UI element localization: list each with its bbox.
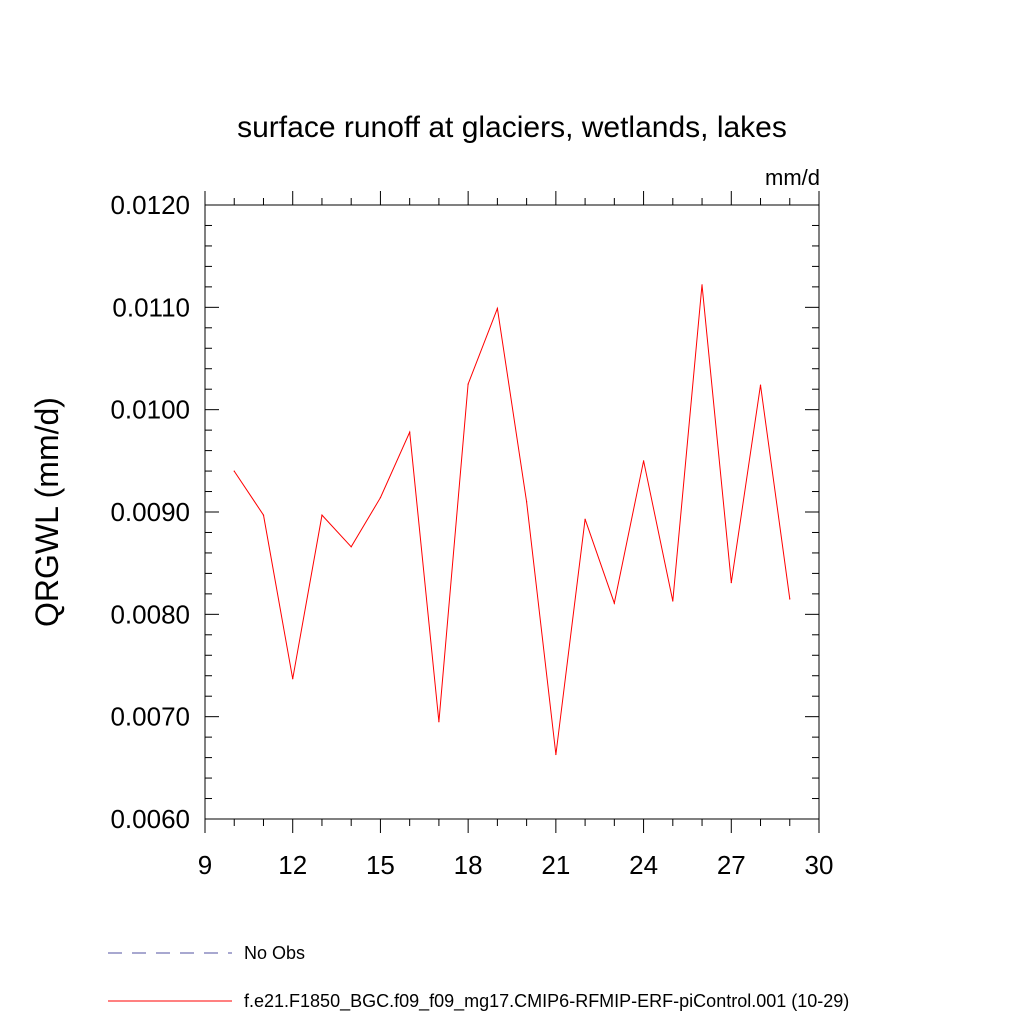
data-point xyxy=(467,383,469,385)
chart-title: surface runoff at glaciers, wetlands, la… xyxy=(237,111,787,144)
data-point xyxy=(613,602,615,604)
data-point xyxy=(496,307,498,309)
x-tick-label: 27 xyxy=(717,850,746,880)
data-point xyxy=(321,514,323,516)
x-tick-label: 24 xyxy=(629,850,658,880)
data-point xyxy=(789,598,791,600)
legend: No Obs f.e21.F1850_BGC.f09_f09_mg17.CMIP… xyxy=(108,943,849,1012)
data-point xyxy=(672,600,674,602)
x-tick-label: 12 xyxy=(278,850,307,880)
y-tick-label: 0.0100 xyxy=(110,395,190,425)
y-axis-label: QRGWL (mm/d) xyxy=(29,397,65,627)
y-tick-label: 0.0060 xyxy=(110,804,190,834)
data-point xyxy=(409,431,411,433)
axis-ticks xyxy=(204,191,820,833)
data-point xyxy=(438,721,440,723)
y-tick-label: 0.0080 xyxy=(110,599,190,629)
series-layer xyxy=(233,284,791,756)
y-tick-label: 0.0090 xyxy=(110,497,190,527)
series-line xyxy=(233,284,791,755)
legend-label-no-obs: No Obs xyxy=(244,943,305,963)
legend-label-model: f.e21.F1850_BGC.f09_f09_mg17.CMIP6-RFMIP… xyxy=(244,991,849,1012)
data-point xyxy=(555,753,557,756)
y-tick-label: 0.0110 xyxy=(112,292,190,322)
y-tick-label: 0.0120 xyxy=(110,190,190,220)
tick-labels: 9 12 15 18 21 24 27 30 0.0060 0.0070 0.0080 0.0090 0… xyxy=(110,190,833,880)
data-point xyxy=(379,497,382,499)
data-point xyxy=(642,460,645,462)
x-tick-label: 21 xyxy=(541,850,570,880)
x-tick-label: 9 xyxy=(198,850,212,880)
x-tick-label: 18 xyxy=(454,850,483,880)
data-point xyxy=(350,546,352,548)
data-point xyxy=(759,384,762,386)
data-point xyxy=(701,284,703,286)
x-tick-label: 15 xyxy=(366,850,395,880)
data-point xyxy=(584,518,586,520)
plot-frame xyxy=(204,204,820,820)
units-label: mm/d xyxy=(765,165,820,190)
data-point xyxy=(292,678,294,680)
y-tick-label: 0.0070 xyxy=(110,702,190,732)
data-point xyxy=(730,582,732,584)
x-tick-label: 30 xyxy=(805,850,834,880)
data-point xyxy=(233,470,235,472)
data-point xyxy=(262,514,265,516)
data-point xyxy=(526,501,528,503)
